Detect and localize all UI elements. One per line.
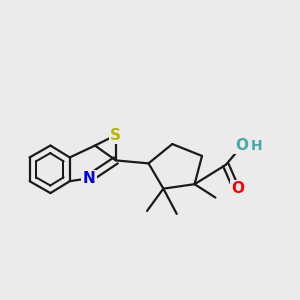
Text: N: N bbox=[83, 171, 95, 186]
Text: S: S bbox=[110, 128, 121, 142]
Text: H: H bbox=[250, 139, 262, 152]
Text: O: O bbox=[231, 181, 244, 196]
Text: O: O bbox=[236, 138, 249, 153]
